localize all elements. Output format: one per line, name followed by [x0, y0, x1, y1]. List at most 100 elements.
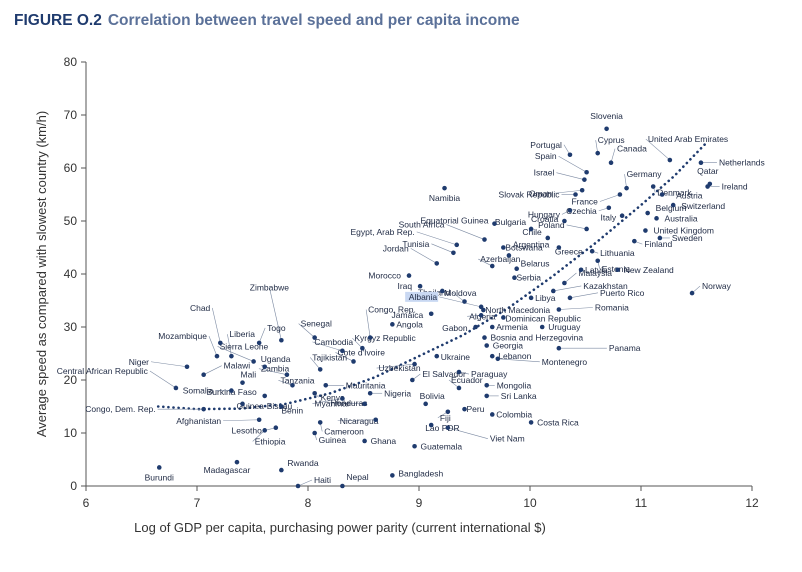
point-lesotho — [273, 425, 279, 431]
point-nicaragua — [373, 417, 379, 423]
point-bosnia-and-herzegovina — [482, 335, 487, 340]
point-namibia — [442, 185, 447, 191]
label-finland: Finland — [644, 239, 672, 249]
x-tick-label: 6 — [83, 496, 90, 510]
point-liberia — [229, 353, 234, 359]
point-georgia — [484, 343, 490, 348]
label-gabon: Gabon — [442, 323, 468, 333]
label-canada: Canada — [617, 144, 647, 154]
point-moldova — [440, 288, 445, 294]
point-finland — [632, 238, 637, 244]
point-jamaica — [428, 311, 434, 317]
label-new-zealand: New Zealand — [624, 265, 674, 275]
label-uruguay: Uruguay — [548, 322, 581, 332]
leader-afghanistan — [223, 419, 260, 422]
label-congo-dem-rep: Congo, Dem. Rep. — [85, 404, 155, 414]
leader-lines — [149, 138, 720, 487]
label-lao-pdr: Lao PDR — [425, 423, 460, 433]
label-ghana: Ghana — [371, 436, 397, 446]
label-peru: Peru — [467, 404, 485, 414]
leader-myanmar — [312, 398, 343, 404]
point-estonia — [595, 258, 601, 264]
y-tick-label: 80 — [64, 55, 78, 69]
label-togo: Togo — [267, 323, 286, 333]
label-honduras: Honduras — [331, 398, 368, 408]
label-lesotho: Lesotho — [232, 426, 263, 436]
trend-line — [156, 140, 709, 411]
point-algeria — [478, 313, 484, 318]
point-lebanon — [489, 353, 495, 359]
point-oman — [579, 187, 585, 193]
y-tick-label: 20 — [64, 373, 78, 387]
point-tajikistan — [317, 367, 323, 372]
label-belarus: Belarus — [521, 259, 550, 269]
label-uganda: Uganda — [261, 354, 291, 364]
label-lithuania: Lithuania — [600, 248, 635, 258]
point-slovak-republic — [573, 192, 578, 197]
figure-number: FIGURE O.2 — [14, 12, 102, 29]
point-france — [617, 192, 623, 197]
point-kenya — [312, 390, 317, 396]
label-azerbaijan: Azerbaijan — [480, 254, 520, 264]
point-canada — [608, 160, 614, 165]
x-axis-label: Log of GDP per capita, purchasing power … — [134, 520, 546, 535]
label-north-macedonia: North Macedonia — [485, 305, 550, 315]
label-hungary: Hungary — [528, 209, 561, 219]
label-kenya: Kenya — [321, 392, 345, 402]
label-montenegro: Montenegro — [542, 357, 588, 367]
point-burundi — [156, 465, 162, 470]
label-australia: Australia — [665, 213, 698, 223]
point-sweden — [657, 235, 663, 241]
figure-title: FIGURE O.2 Correlation between travel spe… — [14, 12, 520, 30]
leader-egypt-arab-rep — [416, 231, 457, 246]
point-zimbabwe — [279, 337, 284, 343]
point-afghanistan — [256, 417, 262, 423]
point-honduras — [362, 401, 367, 407]
point-guatemala — [412, 443, 417, 449]
label-denmark: Denmark — [657, 188, 692, 198]
label-ukraine: Ukraine — [441, 352, 471, 362]
leader-tanzania — [278, 380, 293, 386]
leader-kazakhstan — [553, 285, 582, 292]
point-mali — [240, 380, 245, 385]
y-tick-label: 30 — [64, 320, 78, 334]
leader-canada — [610, 148, 616, 163]
point-togo — [256, 340, 262, 346]
point-bolivia — [423, 401, 428, 407]
point-paraguay — [456, 369, 462, 375]
label-czechia: Czechia — [566, 206, 597, 216]
leader-liberia — [227, 334, 232, 357]
x-tick-label: 8 — [305, 496, 312, 510]
label-senegal: Senegal — [301, 319, 332, 329]
leader-niger — [150, 361, 188, 368]
point-switzerland — [670, 202, 676, 208]
point-argentina — [506, 253, 512, 258]
label-el-salvador: El Salvador — [422, 369, 466, 379]
label-liberia: Liberia — [229, 329, 255, 339]
label-chile: Chile — [522, 227, 542, 237]
y-tick-label: 70 — [64, 108, 78, 122]
point-austria — [659, 192, 665, 197]
label-zimbabwe: Zimbabwe — [250, 282, 289, 292]
label-central-african-republic: Central African Republic — [57, 366, 149, 376]
point-greece — [556, 245, 562, 250]
label-cote-d-ivoire: Cote d'Ivoire — [338, 347, 386, 357]
point-lithuania — [589, 248, 595, 254]
leader-spain — [558, 155, 587, 173]
leader-haiti — [297, 479, 313, 487]
label-morocco: Morocco — [368, 271, 401, 281]
label-cameroon: Cameroon — [324, 426, 364, 436]
leader-israel — [556, 172, 585, 180]
leader-thailand — [452, 292, 465, 302]
label-mozambique: Mozambique — [158, 331, 207, 341]
label-greece: Greece — [555, 247, 583, 257]
label-ethiopia: Ethiopia — [255, 436, 286, 446]
y-tick-label: 10 — [64, 426, 78, 440]
point-netherlands — [698, 160, 704, 165]
leader-senegal — [298, 323, 315, 338]
label-israel: Israel — [534, 168, 555, 178]
label-equatorial-guinea: Equatorial Guinea — [420, 216, 488, 226]
label-botswana: Botswana — [505, 243, 543, 253]
point-germany — [624, 185, 629, 191]
